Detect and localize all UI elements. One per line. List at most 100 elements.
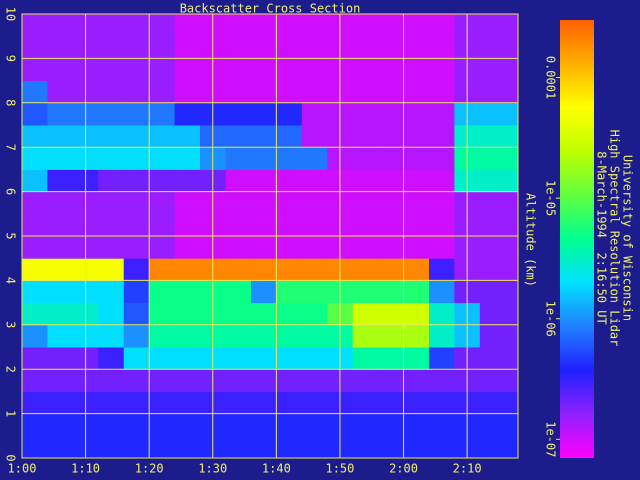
heatmap-cell bbox=[225, 191, 252, 215]
heatmap-cell bbox=[301, 191, 328, 215]
heatmap-cell bbox=[505, 125, 518, 148]
heatmap-cell bbox=[276, 58, 303, 82]
heatmap-cell bbox=[225, 258, 252, 281]
heatmap-cell bbox=[98, 369, 125, 392]
heatmap-cell bbox=[98, 147, 125, 170]
heatmap-cell bbox=[301, 413, 328, 437]
heatmap-cell bbox=[428, 280, 455, 304]
heatmap-cell bbox=[352, 258, 379, 281]
heatmap-cell bbox=[352, 191, 379, 215]
heatmap-cell bbox=[149, 413, 176, 437]
heatmap-cell bbox=[250, 80, 277, 104]
heatmap-cell bbox=[428, 191, 455, 215]
heatmap-cell bbox=[505, 147, 518, 170]
heatmap-cell bbox=[479, 102, 506, 126]
heatmap-cell bbox=[225, 302, 252, 326]
heatmap-cell bbox=[22, 236, 48, 259]
heatmap-cell bbox=[22, 324, 48, 348]
heatmap-cell bbox=[352, 236, 379, 259]
heatmap-cell bbox=[225, 58, 252, 82]
heatmap-cell bbox=[149, 58, 176, 82]
heatmap-cell bbox=[301, 435, 328, 458]
heatmap-cell bbox=[250, 169, 277, 193]
heatmap-cell bbox=[479, 191, 506, 215]
heatmap-cell bbox=[428, 102, 455, 126]
heatmap-cell bbox=[276, 14, 303, 37]
heatmap-cell bbox=[225, 413, 252, 437]
heatmap-cell bbox=[225, 36, 252, 59]
heatmap-cell bbox=[301, 125, 328, 148]
heatmap-cell bbox=[225, 391, 252, 415]
heatmap-cell bbox=[428, 324, 455, 348]
heatmap-cell bbox=[22, 369, 48, 392]
heatmap-cell bbox=[123, 147, 150, 170]
heatmap-cell bbox=[505, 435, 518, 458]
heatmap-cell bbox=[403, 191, 430, 215]
heatmap-cell bbox=[479, 14, 506, 37]
heatmap-cell bbox=[174, 147, 201, 170]
heatmap-cell bbox=[123, 347, 150, 370]
heatmap-cell bbox=[276, 369, 303, 392]
y-tick-label: 5 bbox=[4, 232, 18, 239]
heatmap-cell bbox=[276, 280, 303, 304]
heatmap-cell bbox=[47, 413, 74, 437]
heatmap-cell bbox=[250, 324, 277, 348]
heatmap-cell bbox=[225, 435, 252, 458]
heatmap-cell bbox=[276, 347, 303, 370]
heatmap-cell bbox=[301, 213, 328, 237]
heatmap-cell bbox=[98, 324, 125, 348]
heatmap-cell bbox=[174, 369, 201, 392]
heatmap-cell bbox=[428, 347, 455, 370]
heatmap-cell bbox=[378, 14, 405, 37]
heatmap-cell bbox=[403, 324, 430, 348]
credit-line: University of Wisconsin bbox=[621, 155, 635, 321]
heatmap-cell bbox=[225, 213, 252, 237]
heatmap-cell bbox=[174, 102, 201, 126]
heatmap-cell bbox=[505, 391, 518, 415]
heatmap-cell bbox=[505, 413, 518, 437]
heatmap-cell bbox=[479, 213, 506, 237]
heatmap-cell bbox=[378, 391, 405, 415]
heatmap-cell bbox=[378, 169, 405, 193]
heatmap-cell bbox=[123, 191, 150, 215]
x-tick-label: 1:10 bbox=[71, 462, 100, 476]
heatmap-cell bbox=[505, 191, 518, 215]
heatmap-cell bbox=[98, 36, 125, 59]
heatmap-cell bbox=[98, 347, 125, 370]
heatmap-cell bbox=[149, 14, 176, 37]
x-tick-label: 1:50 bbox=[325, 462, 354, 476]
heatmap-cell bbox=[352, 58, 379, 82]
heatmap-cell bbox=[479, 58, 506, 82]
heatmap-cell bbox=[352, 213, 379, 237]
heatmap-cell bbox=[149, 169, 176, 193]
heatmap-cell bbox=[250, 435, 277, 458]
heatmap-cell bbox=[225, 369, 252, 392]
heatmap-cell bbox=[428, 58, 455, 82]
heatmap-cell bbox=[403, 236, 430, 259]
colorbar-tick-label: 1e-06 bbox=[544, 301, 558, 337]
heatmap-cell bbox=[403, 213, 430, 237]
heatmap-cell bbox=[22, 125, 48, 148]
heatmap-cell bbox=[352, 14, 379, 37]
y-tick-label: 2 bbox=[4, 366, 18, 373]
heatmap-cell bbox=[301, 391, 328, 415]
heatmap-cell bbox=[98, 102, 125, 126]
heatmap-cell bbox=[225, 102, 252, 126]
heatmap-cell bbox=[22, 302, 48, 326]
heatmap-cell bbox=[378, 191, 405, 215]
heatmap-cell bbox=[250, 147, 277, 170]
heatmap-cell bbox=[352, 435, 379, 458]
heatmap-cell bbox=[47, 169, 74, 193]
heatmap-cell bbox=[225, 280, 252, 304]
heatmap-cell bbox=[352, 80, 379, 104]
heatmap-cell bbox=[123, 435, 150, 458]
heatmap-cell bbox=[174, 169, 201, 193]
heatmap-cell bbox=[479, 391, 506, 415]
heatmap-cell bbox=[98, 169, 125, 193]
heatmap-cell bbox=[174, 36, 201, 59]
x-tick-label: 2:00 bbox=[389, 462, 418, 476]
heatmap-cell bbox=[352, 302, 379, 326]
x-tick-label: 1:40 bbox=[262, 462, 291, 476]
heatmap-cell bbox=[149, 435, 176, 458]
heatmap-cell bbox=[352, 347, 379, 370]
